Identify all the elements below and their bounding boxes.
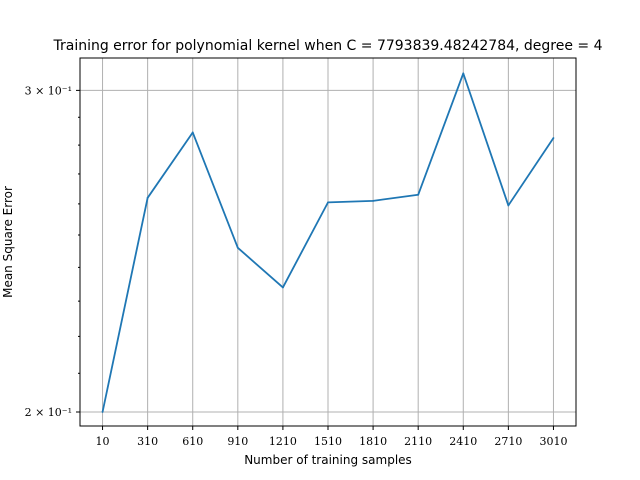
y-axis-label: Mean Square Error [1,186,15,298]
series-layer [101,72,555,413]
data-point [327,201,329,204]
data-point [101,411,104,413]
x-tick-label: 1210 [269,435,297,448]
x-tick-label: 910 [227,435,248,448]
x-tick-label: 3010 [539,435,567,448]
data-point [507,204,510,207]
x-tick-label: 1810 [359,435,387,448]
x-tick-label: 610 [182,435,203,448]
ticks: 10 310 610 910 1210 1510 1810 2110 2410 2710 3010 2… [25,84,568,448]
x-tick-label: 310 [137,435,158,448]
chart-title: Training error for polynomial kernel whe… [52,38,602,54]
x-tick-label: 1510 [314,435,342,448]
data-point [236,246,239,249]
y-tick-label: 3 × 10⁻¹ [25,84,72,97]
data-point [191,131,194,134]
data-point [282,286,284,289]
x-tick-label: 2410 [449,435,477,448]
data-point [372,199,374,202]
data-point [146,196,149,199]
data-point [462,72,465,75]
y-tick-label: 2 × 10⁻¹ [25,406,72,419]
grid [80,58,576,426]
x-tick-label: 2110 [404,435,432,448]
x-tick-label: 10 [96,435,110,448]
x-axis-label: Number of training samples [244,453,412,467]
x-tick-label: 2710 [494,435,522,448]
data-point [417,193,420,196]
data-point [552,137,555,139]
